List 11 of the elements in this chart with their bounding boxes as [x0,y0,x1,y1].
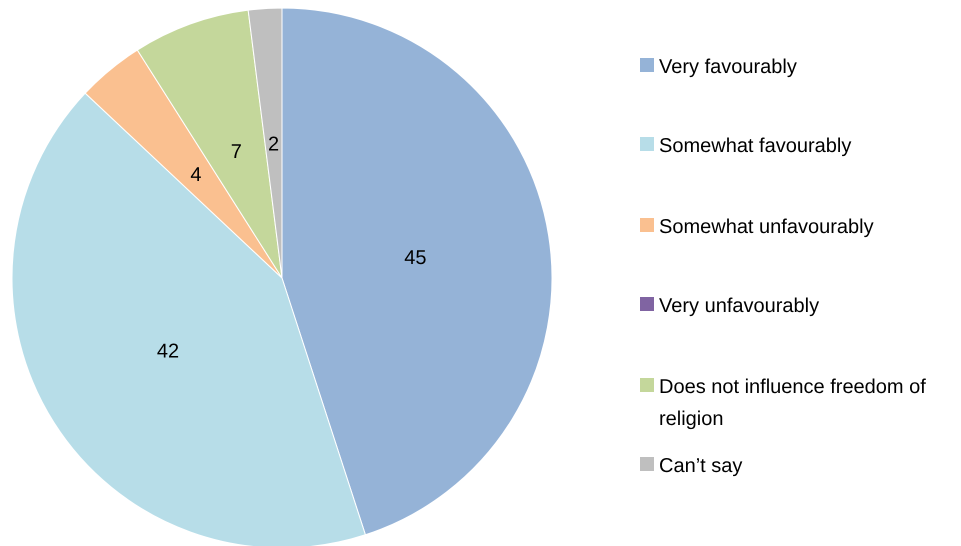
legend-label: Can’t say [659,455,742,477]
legend-label: Very unfavourably [659,295,820,317]
data-label: 2 [268,133,280,156]
legend-label: Very favourably [659,56,797,78]
data-label: 7 [230,140,242,163]
legend-label: Somewhat unfavourably [659,216,874,238]
data-label: 42 [156,340,180,362]
legend-label: Somewhat favourably [659,135,852,157]
data-label: 45 [404,246,426,269]
data-label: 4 [190,164,202,186]
legend-label: Does not influence freedom of religion [659,376,926,430]
